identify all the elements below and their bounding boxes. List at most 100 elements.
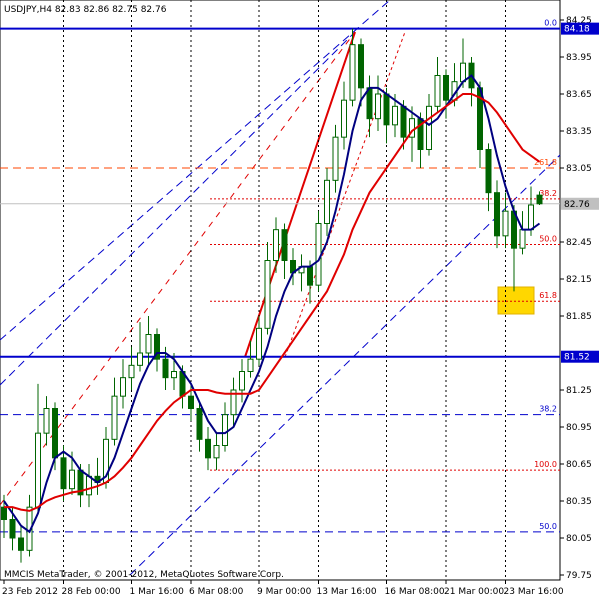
- candle-body: [137, 352, 143, 366]
- channel-line: [0, 0, 391, 341]
- y-tick-label: 83.65: [566, 90, 592, 100]
- level-label: 50.0: [539, 234, 557, 243]
- candle-body: [536, 194, 543, 205]
- x-tick-label: 16 Mar 08:00: [385, 587, 445, 597]
- candle-body: [205, 438, 211, 459]
- candle-body: [341, 99, 347, 138]
- candle-body: [349, 44, 356, 101]
- footer: MMCIS MetaTrader, © 2001-2012, MetaQuote…: [4, 570, 284, 580]
- y-tick-label: 82.15: [566, 275, 592, 285]
- x-tick-label: 13 Mar 16:00: [317, 587, 377, 597]
- plot-frame: [0, 0, 561, 581]
- level-label: 261.8: [534, 158, 557, 167]
- candle-body: [43, 408, 50, 434]
- candle-body: [222, 414, 228, 446]
- candle-body: [324, 179, 330, 224]
- candle-body: [9, 519, 16, 539]
- price-label-box: [561, 197, 599, 210]
- candle-body: [128, 364, 135, 379]
- x-tick-label: 23 Mar 16:00: [504, 587, 564, 597]
- candle-body: [375, 93, 381, 120]
- x-tick-label: 1 Mar 16:00: [130, 587, 185, 597]
- level-label: 50.0: [539, 522, 557, 531]
- indicator-line: [3, 74, 541, 534]
- level-label: 38.2: [539, 405, 557, 414]
- price-label-box: [561, 350, 599, 363]
- candle-body: [213, 445, 220, 459]
- candle-body: [383, 93, 390, 126]
- indicator-line: [4, 93, 541, 512]
- candle-body: [120, 377, 126, 397]
- level-label: 0.0: [544, 19, 557, 28]
- x-tick-label: 23 Feb 2012: [2, 587, 58, 597]
- candle-body: [256, 327, 262, 360]
- level-label: 38.2: [539, 189, 557, 198]
- x-tick-label: 28 Feb 00:00: [62, 587, 121, 597]
- channel-line: [129, 154, 561, 576]
- level-label: 100.0: [534, 460, 557, 469]
- price-label: 84.18: [564, 25, 590, 35]
- candle-body: [171, 371, 177, 379]
- y-tick-label: 81.85: [566, 312, 592, 322]
- candle-body: [230, 389, 237, 416]
- candle-body: [494, 192, 500, 237]
- y-tick-label: 79.75: [566, 571, 592, 581]
- x-tick-label: 21 Mar 00:00: [444, 587, 504, 597]
- candle-body: [366, 87, 373, 120]
- candle-body: [281, 229, 288, 262]
- channel-line: [284, 31, 406, 358]
- candle-body: [528, 204, 534, 231]
- candle-body: [502, 210, 509, 237]
- candle-body: [400, 105, 407, 138]
- y-tick-label: 80.35: [566, 497, 592, 507]
- candle-body: [392, 105, 398, 126]
- candle-body: [264, 260, 271, 329]
- candle-body: [86, 475, 92, 496]
- price-label-box: [561, 22, 599, 35]
- candle-body: [409, 118, 415, 138]
- x-tick-label: 6 Mar 08:00: [189, 587, 244, 597]
- y-tick-label: 80.65: [566, 460, 592, 470]
- chart-title: USDJPY,H4 82.83 82.86 82.75 82.76: [4, 5, 167, 15]
- channel-line: [0, 31, 356, 386]
- candle-body: [247, 358, 254, 372]
- highlight-box: [497, 286, 535, 315]
- candle-body: [1, 506, 7, 520]
- candle-body: [162, 358, 169, 379]
- price-label: 82.76: [564, 200, 590, 210]
- candle-body: [443, 75, 449, 101]
- y-tick-label: 80.95: [566, 423, 592, 433]
- candle-body: [307, 266, 313, 286]
- y-tick-label: 80.05: [566, 534, 592, 544]
- level-label: 61.8: [539, 291, 557, 300]
- price-label: 81.52: [564, 353, 590, 363]
- y-tick-label: 83.35: [566, 127, 592, 137]
- candle-body: [196, 408, 203, 440]
- candle-body: [358, 44, 364, 89]
- candle-body: [332, 136, 339, 181]
- candle-body: [434, 75, 441, 107]
- candle-body: [485, 149, 492, 194]
- y-tick-label: 81.25: [566, 386, 592, 396]
- candle-body: [52, 408, 58, 459]
- candle-body: [35, 432, 41, 508]
- candle-body: [154, 334, 160, 360]
- candle-body: [111, 395, 118, 440]
- candle-body: [460, 62, 466, 83]
- candle-body: [145, 334, 152, 354]
- candle-body: [69, 469, 75, 490]
- candle-body: [273, 229, 279, 262]
- candle-body: [60, 457, 67, 490]
- candle-body: [426, 105, 432, 151]
- channel-lines: [0, 0, 561, 576]
- candle-body: [188, 395, 194, 409]
- candle-body: [519, 229, 526, 249]
- y-tick-label: 83.05: [566, 164, 592, 174]
- x-tick-label: 9 Mar 00:00: [257, 587, 312, 597]
- channel-line: [0, 31, 356, 506]
- y-tick-label: 82.45: [566, 238, 592, 248]
- trend-line: [244, 31, 356, 358]
- candle-body: [18, 537, 24, 551]
